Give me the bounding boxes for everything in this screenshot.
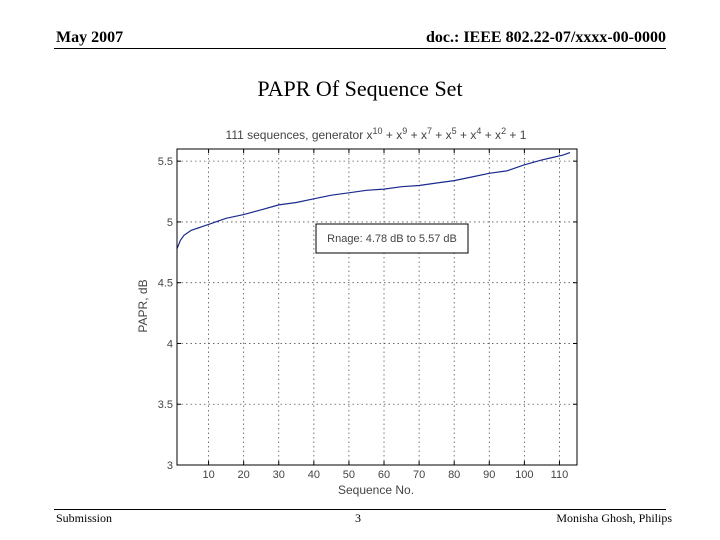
x-tick-label: 110 (551, 469, 569, 481)
slide-title: PAPR Of Sequence Set (257, 76, 463, 101)
annotation-box (315, 223, 469, 254)
footer-page-number: 3 (355, 511, 361, 525)
x-tick-label: 20 (238, 469, 250, 481)
footer-author: Monisha Ghosh, Philips (556, 511, 672, 525)
y-axis-label: PAPR, dB (136, 279, 150, 332)
x-tick-label: 100 (515, 469, 533, 481)
y-tick-label: 5.5 (158, 156, 173, 168)
x-tick-label: 10 (202, 469, 214, 481)
y-tick-label: 3.5 (158, 399, 173, 411)
header-date: May 2007 (56, 29, 124, 46)
x-tick-label: 70 (413, 469, 425, 481)
y-tick-label: 4 (167, 338, 173, 350)
y-tick-label: 5 (167, 217, 173, 229)
header-rule (54, 48, 666, 49)
x-tick-label: 40 (308, 469, 320, 481)
x-tick-label: 80 (448, 469, 460, 481)
annotation-text: Rnage: 4.78 dB to 5.57 dB (327, 233, 457, 245)
y-tick-label: 4.5 (158, 278, 173, 290)
x-axis-label: Sequence No. (338, 483, 414, 497)
footer-rule (54, 509, 666, 510)
papr-series-line (176, 152, 571, 249)
header-doc-id: doc.: IEEE 802.22-07/xxxx-00-0000 (426, 29, 666, 46)
x-tick-label: 90 (483, 469, 495, 481)
x-tick-label: 50 (343, 469, 355, 481)
range-annotation: Rnage: 4.78 dB to 5.57 dB (315, 223, 469, 254)
footer-submission: Submission (56, 511, 113, 525)
chart-title: 111 sequences, generator x10 + x9 + x7 +… (226, 126, 527, 142)
plot-frame (176, 148, 578, 466)
x-tick-label: 30 (273, 469, 285, 481)
x-tick-label: 60 (378, 469, 390, 481)
y-tick-label: 3 (167, 460, 173, 472)
